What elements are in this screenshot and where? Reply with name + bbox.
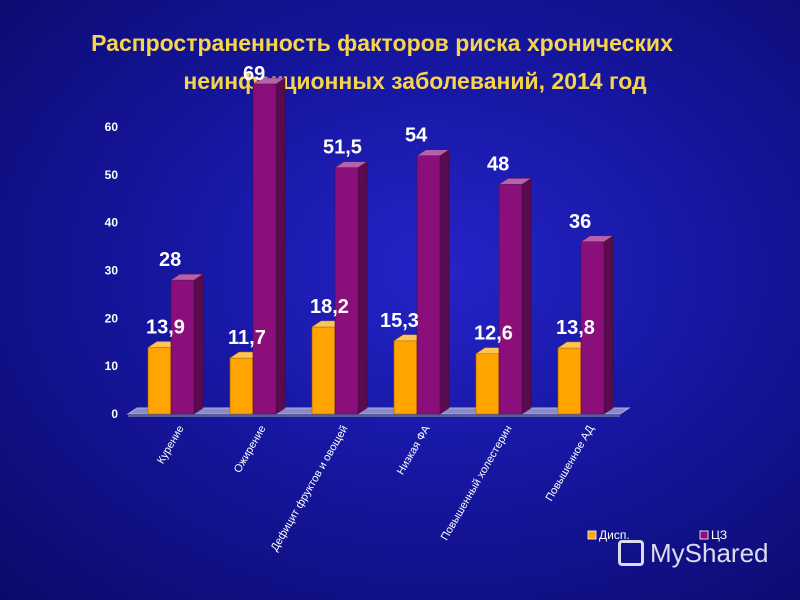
watermark-logo-icon [618, 540, 644, 566]
chart-title-line-1: Распространенность факторов риска хронич… [91, 30, 673, 56]
y-tick-label: 50 [105, 168, 119, 182]
bar-top [580, 235, 614, 243]
chart-floor [126, 407, 631, 415]
chart-floor-edge [128, 414, 620, 417]
y-tick-label: 30 [105, 264, 119, 278]
y-tick-label: 40 [105, 216, 119, 230]
data-label: 13,9 [146, 317, 185, 339]
y-tick-label: 0 [111, 407, 118, 421]
data-label: 13,8 [556, 317, 595, 339]
bar [147, 347, 172, 415]
data-label: 54 [405, 125, 428, 147]
data-label: 69 [243, 63, 265, 85]
x-tick-label: Низкая ФА [395, 423, 433, 477]
data-label: 51,5 [323, 137, 362, 159]
x-tick-label: Курение [155, 424, 187, 467]
bar-side [193, 273, 204, 415]
legend-swatch [699, 530, 709, 540]
watermark: MyShared [618, 538, 769, 569]
chart-title: Распространенность факторов риска хронич… [0, 24, 800, 100]
data-label: 12,6 [474, 323, 513, 345]
bar [416, 155, 441, 415]
data-label: 28 [159, 249, 181, 271]
bar-top [416, 149, 450, 156]
x-tick-label: Дефицит фруктов и овощей [269, 424, 351, 554]
bar-side [275, 77, 286, 415]
bar [252, 83, 277, 415]
bar [475, 353, 500, 415]
legend-label: Дисп. [599, 528, 630, 542]
bar-top [334, 161, 368, 168]
x-tick-label: Повышенный холестерин [439, 424, 515, 543]
legend-label: ЦЗ [711, 528, 727, 542]
bar [311, 326, 336, 415]
bar-side [439, 149, 450, 415]
bar [229, 357, 254, 415]
x-tick-label: Ожирение [232, 424, 269, 476]
bar-top [498, 178, 532, 185]
bar [170, 279, 195, 415]
bar [557, 347, 582, 415]
bar-top [252, 77, 286, 85]
bar-top [170, 273, 204, 281]
bar-side [357, 161, 368, 415]
bar [498, 184, 523, 415]
legend-swatch [587, 530, 597, 540]
x-tick-label: Повышенное АД [544, 423, 597, 503]
data-label: 15,3 [380, 310, 419, 332]
bar-side [603, 235, 614, 415]
data-label: 11,7 [228, 327, 266, 349]
data-label: 48 [487, 153, 509, 175]
bar-side [521, 177, 532, 415]
y-tick-label: 20 [105, 311, 119, 325]
watermark-text: MyShared [650, 538, 769, 568]
bar [393, 340, 418, 415]
y-tick-label: 10 [105, 359, 119, 373]
data-label: 36 [569, 211, 591, 233]
data-label: 18,2 [310, 296, 349, 318]
bar [334, 167, 359, 415]
y-tick-label: 60 [105, 120, 119, 134]
